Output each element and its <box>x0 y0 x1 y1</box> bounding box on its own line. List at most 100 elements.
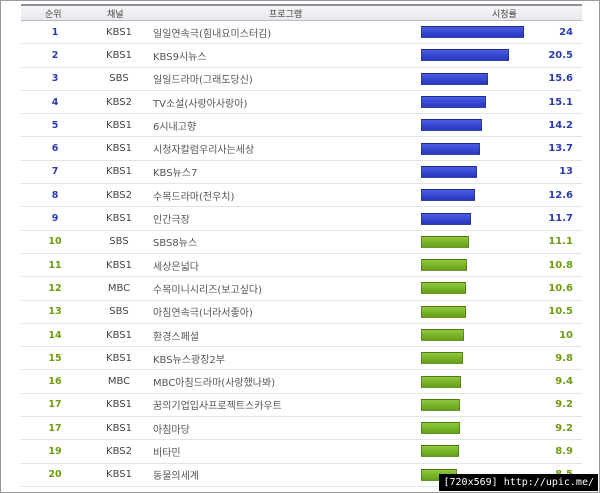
rating-value: 13 <box>559 166 573 178</box>
rating-value: 10 <box>559 329 573 341</box>
rating-bar <box>421 329 464 341</box>
rating-bar-cell <box>421 91 531 113</box>
rating-value: 14.2 <box>548 119 573 131</box>
rating-bar <box>421 398 460 411</box>
rating-bar <box>421 375 461 388</box>
rating-bar <box>421 96 486 109</box>
rating-bar-cell <box>421 440 531 462</box>
channel-name: SBS <box>109 73 129 85</box>
channel-name: KBS1 <box>106 399 132 411</box>
table-row[interactable]: 8 KBS2 수목드라마(전우치) 12.6 <box>21 184 582 208</box>
rating-value: 10.5 <box>548 306 573 318</box>
table-row[interactable]: 17 KBS1 꿈의기업입사프로젝트스카우트 9.2 <box>21 394 582 418</box>
rating-bar-cell <box>421 184 531 206</box>
table-row[interactable]: 10 SBS SBS8뉴스 11.1 <box>21 231 582 254</box>
rank-number: 19 <box>48 445 62 457</box>
channel-name: KBS1 <box>106 259 132 271</box>
channel-name: KBS1 <box>106 26 132 38</box>
channel-name: KBS2 <box>106 189 132 201</box>
table-row[interactable]: 13 SBS 아침연속극(너라서좋아) 10.5 <box>21 301 582 324</box>
rating-bar-cell <box>421 231 531 253</box>
table-row[interactable]: 3 SBS 일일드라마(그래도당신) 15.6 <box>21 68 582 91</box>
rank-number: 11 <box>48 259 62 271</box>
channel-name: KBS1 <box>106 469 132 481</box>
rating-value: 20.5 <box>548 49 573 61</box>
rank-number: 14 <box>48 329 62 341</box>
rating-bar-cell <box>421 277 531 299</box>
rating-bar <box>421 422 460 435</box>
program-title: KBS뉴스광장2부 <box>153 354 225 366</box>
rank-number: 10 <box>48 236 62 248</box>
rating-value: 9.2 <box>555 399 573 411</box>
program-title: 아침연속극(너라서좋아) <box>153 308 253 320</box>
table-row[interactable]: 5 KBS1 6시내고향 14.2 <box>21 114 582 138</box>
table-row[interactable]: 19 KBS2 비타민 8.9 <box>21 440 582 464</box>
rating-bar-cell <box>421 417 531 439</box>
rating-bar <box>421 352 463 365</box>
rating-bar <box>421 142 480 155</box>
table-row[interactable]: 17 KBS1 아침마당 9.2 <box>21 417 582 441</box>
rank-number: 17 <box>48 422 62 434</box>
table-row[interactable]: 4 KBS2 TV소설(사랑아사랑아) 15.1 <box>21 91 582 115</box>
rank-number: 2 <box>51 49 59 61</box>
table-row[interactable]: 16 MBC MBC아침드라마(사랑했나봐) 9.4 <box>21 370 582 394</box>
table-row[interactable]: 6 KBS1 시청자칼럼우리사는세상 13.7 <box>21 137 582 161</box>
rating-bar-cell <box>421 44 531 66</box>
rating-value: 13.7 <box>548 143 573 155</box>
program-title: KBS뉴스7 <box>153 168 198 180</box>
rating-value: 11.1 <box>548 236 573 248</box>
program-title: 꿈의기업입사프로젝트스카우트 <box>153 401 282 413</box>
rating-bar <box>421 189 475 202</box>
rating-value: 9.2 <box>555 422 573 434</box>
program-title: 일일연속극(힘내요미스터김) <box>153 28 272 40</box>
table-row[interactable]: 1 KBS1 일일연속극(힘내요미스터김) 24 <box>21 21 582 45</box>
header-rank: 순위 <box>45 10 62 20</box>
rating-value: 12.6 <box>548 189 573 201</box>
header-channel: 채널 <box>107 10 124 20</box>
header-rating: 시청률 <box>492 10 517 20</box>
rating-bar-cell <box>421 114 531 136</box>
rating-bar <box>421 305 466 318</box>
rank-number: 1 <box>51 26 59 38</box>
rating-bar <box>421 212 471 225</box>
program-title: SBS8뉴스 <box>153 238 198 250</box>
table-row[interactable]: 12 MBC 수목미니시리즈(보고싶다) 10.6 <box>21 277 582 301</box>
table-row[interactable]: 15 KBS1 KBS뉴스광장2부 9.8 <box>21 347 582 371</box>
rank-number: 7 <box>51 166 59 178</box>
channel-name: KBS2 <box>106 96 132 108</box>
channel-name: KBS1 <box>106 119 132 131</box>
rank-number: 15 <box>48 352 62 364</box>
rating-bar <box>421 235 469 248</box>
table-row[interactable]: 2 KBS1 KBS9시뉴스 20.5 <box>21 44 582 68</box>
program-title: 아침마당 <box>153 424 190 436</box>
channel-name: KBS1 <box>106 213 132 225</box>
rank-number: 16 <box>48 376 62 388</box>
rating-bar-cell <box>421 137 531 159</box>
rank-number: 8 <box>51 189 59 201</box>
rating-bar <box>421 445 459 458</box>
rank-number: 6 <box>51 143 59 155</box>
program-title: 환경스페셜 <box>153 331 199 343</box>
program-title: 비타민 <box>153 447 181 459</box>
table-row[interactable]: 7 KBS1 KBS뉴스7 13 <box>21 161 582 185</box>
program-title: 수목미니시리즈(보고싶다) <box>153 284 263 296</box>
program-title: 수목드라마(전우치) <box>153 191 235 203</box>
rank-number: 12 <box>48 282 62 294</box>
table-row[interactable]: 11 KBS1 세상은넓다 10.8 <box>21 254 582 278</box>
watermark: [720x569] http://upic.me/ <box>439 474 598 491</box>
rating-bar-cell <box>421 324 531 346</box>
channel-name: KBS1 <box>106 352 132 364</box>
program-title: 시청자칼럼우리사는세상 <box>153 145 255 157</box>
channel-name: KBS1 <box>106 422 132 434</box>
rating-bar-cell <box>421 21 531 43</box>
ratings-table: 순위 채널 프로그램 시청률 1 KBS1 일일연속극(힘내요미스터김) 24 2 KBS… <box>21 4 582 487</box>
table-row[interactable]: 14 KBS1 환경스페셜 10 <box>21 324 582 348</box>
channel-name: MBC <box>107 376 131 388</box>
rating-bar-cell <box>421 254 531 276</box>
rating-value: 15.6 <box>548 73 573 85</box>
channel-name: MBC <box>107 282 131 294</box>
table-row[interactable]: 9 KBS1 인간극장 11.7 <box>21 207 582 231</box>
channel-name: KBS1 <box>106 49 132 61</box>
rating-value: 10.6 <box>548 282 573 294</box>
channel-name: KBS1 <box>106 143 132 155</box>
